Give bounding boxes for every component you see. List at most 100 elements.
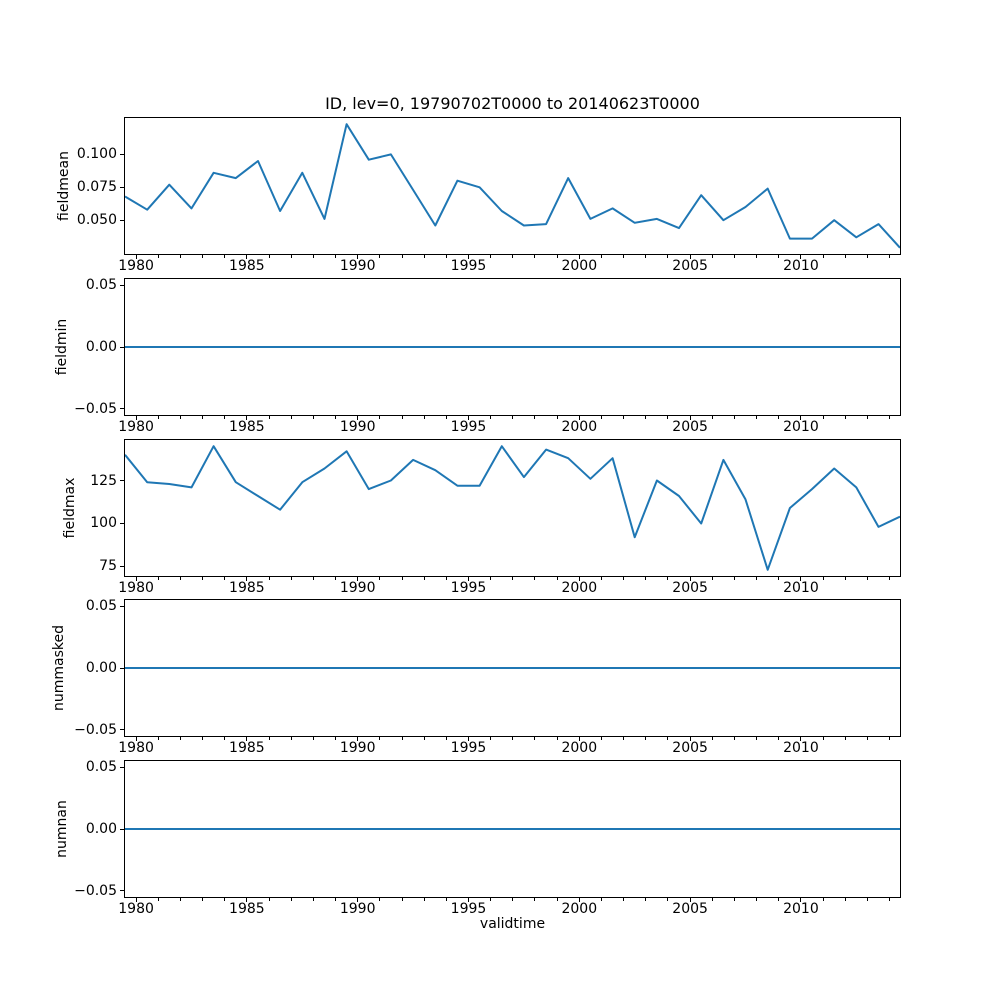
y-tick-label: −0.05 — [74, 721, 117, 738]
x-minor-tick — [157, 577, 159, 580]
x-minor-tick — [445, 255, 447, 258]
x-tick — [800, 416, 802, 420]
x-tick — [689, 416, 691, 420]
x-tick-label: 1980 — [118, 740, 154, 756]
x-tick-label: 1985 — [229, 901, 265, 917]
y-tick — [120, 186, 124, 188]
y-tick-label: 0.075 — [76, 179, 117, 196]
x-tick — [468, 577, 469, 581]
x-tick-label: 2005 — [672, 580, 708, 596]
x-minor-tick — [778, 255, 780, 258]
x-minor-tick — [600, 416, 602, 419]
x-minor-tick — [556, 737, 558, 740]
x-minor-tick — [379, 737, 381, 740]
y-tick-label: 0.05 — [85, 277, 117, 294]
y-tick-label: 100 — [90, 515, 117, 532]
x-minor-tick — [490, 737, 492, 740]
x-minor-tick — [401, 577, 403, 580]
x-minor-tick — [778, 737, 780, 740]
x-minor-tick — [667, 577, 669, 580]
x-tick — [357, 255, 359, 259]
x-minor-tick — [202, 898, 204, 901]
x-tick — [800, 577, 802, 581]
data-line-fieldmean — [125, 123, 900, 249]
x-minor-tick — [179, 416, 181, 419]
x-minor-tick — [778, 416, 780, 419]
x-minor-tick — [512, 577, 514, 580]
x-minor-tick — [335, 577, 337, 580]
x-minor-tick — [224, 737, 226, 740]
x-minor-tick — [600, 737, 602, 740]
x-minor-tick — [756, 255, 758, 258]
x-minor-tick — [401, 898, 403, 901]
x-minor-tick — [756, 737, 758, 740]
x-minor-tick — [844, 255, 846, 258]
x-tick — [357, 416, 359, 420]
x-minor-tick — [645, 255, 647, 258]
x-tick-label: 2000 — [561, 258, 598, 274]
x-tick-label: 2010 — [783, 901, 819, 917]
y-tick-label: 0.05 — [85, 598, 117, 615]
x-minor-tick — [756, 577, 758, 580]
x-tick-label: 2000 — [561, 419, 598, 435]
x-minor-tick — [600, 577, 602, 580]
y-tick — [120, 605, 124, 607]
x-minor-tick — [822, 416, 824, 419]
x-tick-label: 1995 — [450, 740, 487, 756]
x-minor-tick — [889, 416, 891, 419]
x-minor-tick — [645, 898, 647, 901]
x-tick — [357, 737, 359, 741]
x-tick-label: 1980 — [118, 580, 154, 596]
x-minor-tick — [224, 255, 226, 258]
x-minor-tick — [733, 577, 735, 580]
x-tick-label: 1985 — [229, 258, 265, 274]
y-tick-label: 0.00 — [85, 821, 117, 837]
x-minor-tick — [157, 255, 159, 258]
x-minor-tick — [312, 255, 314, 258]
x-minor-tick — [600, 255, 602, 258]
y-tick-label: 0.050 — [76, 212, 117, 229]
x-minor-tick — [179, 255, 181, 258]
y-tick — [120, 284, 124, 286]
x-minor-tick — [379, 898, 381, 901]
x-tick-label: 2000 — [561, 740, 598, 756]
x-minor-tick — [312, 737, 314, 740]
x-minor-tick — [379, 416, 381, 419]
x-minor-tick — [534, 577, 536, 580]
x-minor-tick — [490, 898, 492, 901]
x-tick — [578, 255, 580, 259]
x-tick — [357, 577, 359, 581]
x-minor-tick — [711, 898, 713, 901]
x-tick-label: 1995 — [450, 419, 487, 435]
x-minor-tick — [268, 255, 270, 258]
x-minor-tick — [157, 737, 159, 740]
x-minor-tick — [290, 737, 292, 740]
x-tick-label: 2010 — [783, 419, 819, 435]
x-minor-tick — [224, 577, 226, 580]
x-tick — [246, 898, 248, 902]
x-minor-tick — [556, 255, 558, 258]
line-plot-fieldmean — [125, 123, 900, 249]
x-minor-tick — [401, 416, 403, 419]
x-minor-tick — [445, 416, 447, 419]
x-minor-tick — [556, 898, 558, 901]
x-minor-tick — [202, 737, 204, 740]
x-minor-tick — [490, 416, 492, 419]
x-minor-tick — [756, 416, 758, 419]
x-tick-label: 1990 — [339, 419, 376, 435]
x-minor-tick — [711, 737, 713, 740]
x-minor-tick — [645, 577, 647, 580]
x-minor-tick — [157, 416, 159, 419]
x-tick — [135, 898, 137, 902]
x-minor-tick — [534, 255, 536, 258]
y-tick-label: −0.05 — [74, 400, 117, 417]
y-tick — [120, 766, 124, 768]
x-minor-tick — [202, 416, 204, 419]
x-minor-tick — [379, 577, 381, 580]
y-tick — [120, 480, 124, 482]
x-minor-tick — [600, 898, 602, 901]
x-tick — [135, 416, 137, 420]
x-tick-label: 1985 — [229, 419, 265, 435]
x-tick — [357, 898, 359, 902]
